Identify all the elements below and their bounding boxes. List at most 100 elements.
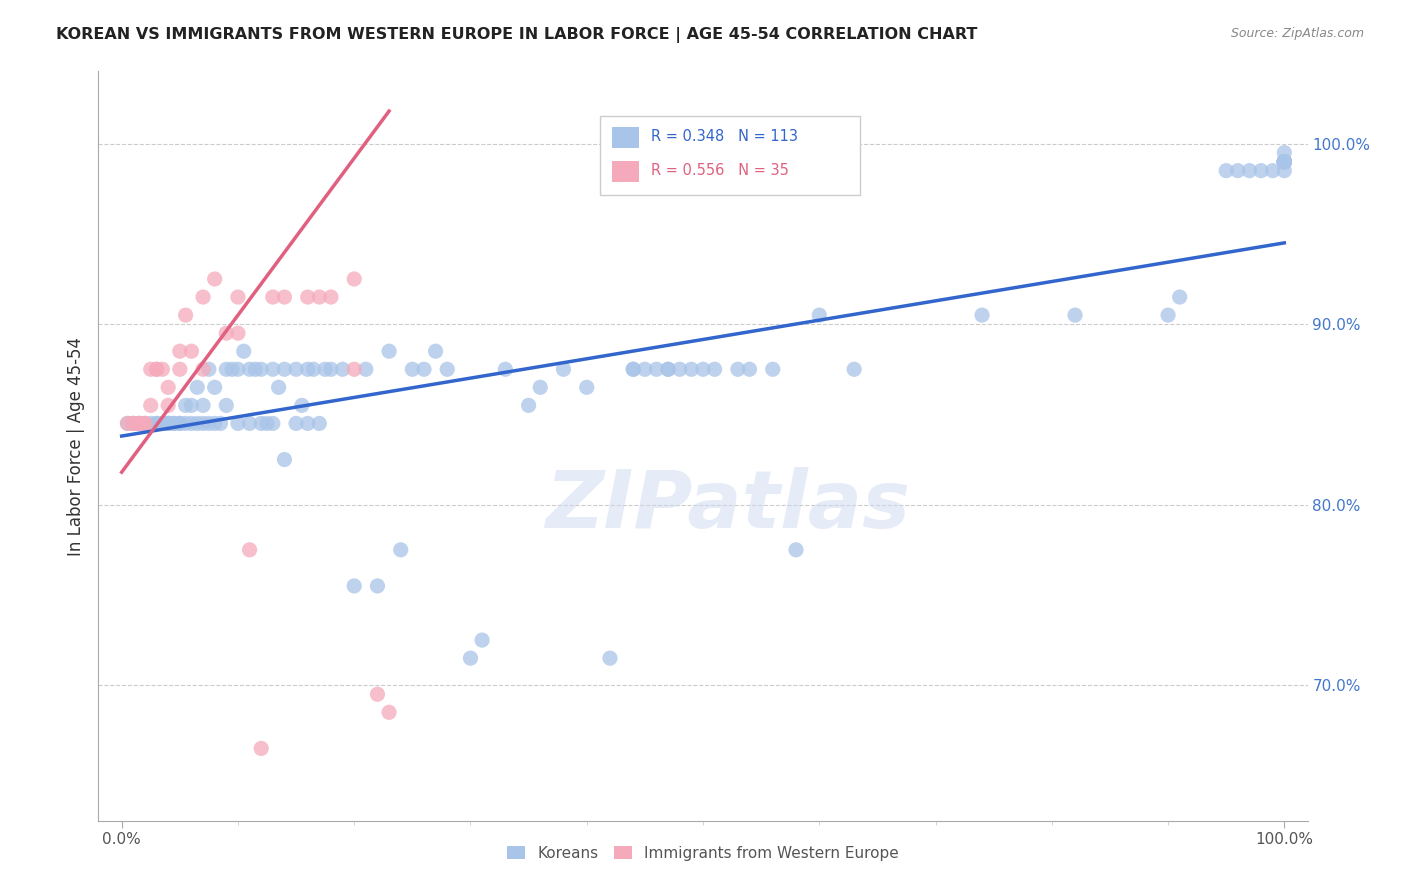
Point [401,362,423,376]
Point [460,651,482,665]
Point [226,362,249,376]
Point [494,362,516,376]
Point [738,362,761,376]
Point [204,417,226,431]
Point [239,362,262,376]
FancyBboxPatch shape [600,116,860,195]
Point [425,344,447,359]
Point [285,362,308,376]
Point [145,417,167,431]
Point [174,308,197,322]
Point [599,651,621,665]
Point [117,417,139,431]
Point [273,452,295,467]
Point [343,362,366,376]
Point [762,362,785,376]
Point [191,398,214,412]
Point [1272,154,1295,169]
Point [180,417,202,431]
Point [1168,290,1191,304]
Point [273,362,295,376]
Text: Source: ZipAtlas.com: Source: ZipAtlas.com [1230,27,1364,40]
Point [256,417,278,431]
Point [134,417,156,431]
Point [221,362,243,376]
Point [122,417,145,431]
Point [1272,154,1295,169]
Point [150,417,173,431]
Point [785,542,807,557]
Point [634,362,657,376]
Point [529,380,551,394]
Point [808,308,831,322]
Point [645,362,668,376]
Point [209,417,232,431]
Point [517,398,540,412]
Point [267,380,290,394]
Point [657,362,679,376]
Point [215,398,238,412]
Point [308,417,330,431]
Point [139,398,162,412]
Point [262,417,284,431]
Point [302,362,325,376]
Point [1272,154,1295,169]
Point [343,272,366,286]
Point [128,417,150,431]
Point [169,417,191,431]
Point [174,398,197,412]
Point [262,362,284,376]
Point [681,362,703,376]
Point [291,398,314,412]
Point [157,417,180,431]
Point [157,417,180,431]
Point [319,362,342,376]
Point [226,290,249,304]
Point [145,417,167,431]
Point [134,417,156,431]
Point [1261,163,1284,178]
Point [621,362,644,376]
Point [692,362,714,376]
Text: KOREAN VS IMMIGRANTS FROM WESTERN EUROPE IN LABOR FORCE | AGE 45-54 CORRELATION : KOREAN VS IMMIGRANTS FROM WESTERN EUROPE… [56,27,977,43]
Point [157,380,180,394]
Point [186,417,208,431]
Point [1272,163,1295,178]
Point [413,362,436,376]
Point [273,290,295,304]
Point [239,417,262,431]
Point [122,417,145,431]
Point [245,362,267,376]
Point [174,417,197,431]
Point [354,362,377,376]
Point [204,272,226,286]
Point [186,380,208,394]
Point [250,362,273,376]
Point [198,362,221,376]
Text: R = 0.556   N = 35: R = 0.556 N = 35 [651,162,789,178]
Point [180,344,202,359]
Point [128,417,150,431]
Point [314,362,336,376]
Point [239,542,262,557]
Point [1215,163,1237,178]
Y-axis label: In Labor Force | Age 45-54: In Labor Force | Age 45-54 [66,336,84,556]
FancyBboxPatch shape [613,127,638,148]
Point [139,362,162,376]
Point [389,542,412,557]
Point [180,398,202,412]
Point [1272,154,1295,169]
Point [128,417,150,431]
Point [169,417,191,431]
Point [198,417,221,431]
Point [319,290,342,304]
Point [122,417,145,431]
Point [844,362,866,376]
Point [297,290,319,304]
Point [134,417,156,431]
Point [150,362,173,376]
Point [1157,308,1180,322]
Point [621,362,644,376]
Point [163,417,186,431]
Point [332,362,354,376]
